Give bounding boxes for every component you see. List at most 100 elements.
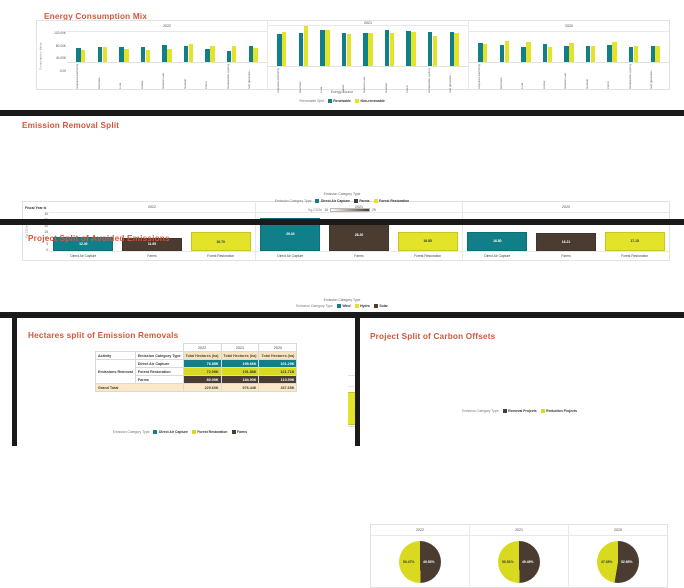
energy-bar[interactable] — [504, 41, 509, 62]
energy-bar[interactable] — [612, 41, 617, 62]
removal-bar[interactable]: 16.80 — [467, 231, 528, 251]
energy-bar[interactable] — [231, 45, 237, 62]
energy-bar[interactable] — [585, 45, 591, 62]
table-row[interactable]: Emissions Removal Direct Air Capture 76.85… — [95, 359, 298, 384]
energy-bar[interactable] — [590, 45, 596, 62]
energy-bar-group[interactable] — [298, 26, 308, 66]
pie-chart-2021[interactable]: 49.49% 50.51% — [498, 540, 540, 583]
removal-bar[interactable]: 11.65 — [121, 237, 182, 251]
energy-bar-group[interactable] — [277, 26, 287, 66]
energy-bar[interactable] — [432, 36, 438, 66]
removal-bar[interactable]: 12.40 — [53, 236, 114, 251]
hectares-table[interactable]: 2022 2021 2020 Activity Emission Categor… — [95, 343, 298, 392]
energy-bar[interactable] — [454, 32, 459, 66]
energy-bar[interactable] — [253, 48, 258, 62]
legend-item-solar[interactable]: Solar — [373, 304, 388, 308]
legend-item-removal-projects[interactable]: Removal Projects — [502, 409, 537, 413]
energy-bar-group[interactable] — [499, 32, 509, 62]
energy-bar-group[interactable] — [585, 32, 596, 62]
energy-bar[interactable] — [564, 46, 569, 62]
energy-bar[interactable] — [298, 33, 304, 66]
energy-bar-group[interactable] — [363, 26, 373, 66]
energy-bar[interactable] — [226, 50, 232, 62]
energy-bar[interactable] — [102, 46, 107, 62]
energy-bar-group[interactable] — [226, 32, 237, 62]
energy-bar[interactable] — [389, 32, 395, 66]
energy-bar[interactable] — [124, 49, 129, 62]
energy-bar[interactable] — [449, 31, 454, 66]
energy-bar[interactable] — [499, 44, 505, 62]
energy-bar[interactable] — [411, 31, 416, 66]
energy-bar-group[interactable] — [607, 32, 617, 62]
energy-bar[interactable] — [341, 32, 347, 66]
energy-bar[interactable] — [478, 42, 483, 62]
legend-item-hectares-farms[interactable]: Farms — [231, 430, 247, 434]
energy-bar[interactable] — [368, 33, 373, 66]
energy-bar-group[interactable] — [248, 32, 258, 62]
energy-bar-group[interactable] — [97, 32, 107, 62]
removal-bar[interactable]: 17.15 — [604, 231, 665, 251]
legend-item-forest-restoration[interactable]: Forest Restoration — [373, 199, 409, 203]
energy-bar-group[interactable] — [140, 32, 151, 62]
removal-bar[interactable]: 16.85 — [397, 231, 458, 251]
energy-bar[interactable] — [346, 34, 352, 66]
energy-bar[interactable] — [248, 45, 253, 62]
energy-bar[interactable] — [205, 48, 210, 62]
removal-bar[interactable]: 16.70 — [190, 232, 251, 251]
avoided-legend[interactable]: Emission Category Type Wind Hydro Solar — [0, 304, 684, 308]
hectares-table-wrap[interactable]: 2022 2021 2020 Activity Emission Categor… — [95, 343, 298, 392]
energy-bar-group[interactable] — [449, 26, 459, 66]
energy-bar[interactable] — [607, 45, 612, 62]
energy-bar[interactable] — [162, 44, 167, 62]
energy-bar[interactable] — [119, 46, 124, 62]
energy-bar-group[interactable] — [341, 26, 352, 66]
energy-bar[interactable] — [277, 34, 282, 66]
energy-bar[interactable] — [97, 47, 103, 62]
energy-bar-group[interactable] — [406, 26, 416, 66]
energy-bar-group[interactable] — [162, 32, 172, 62]
removal-legend[interactable]: Emission Category Type Direct Air Captur… — [0, 199, 684, 203]
energy-bar-group[interactable] — [628, 32, 639, 62]
legend-item-farms[interactable]: Farms — [353, 199, 370, 203]
pie-chart-2022[interactable]: 49.53% 50.47% — [399, 540, 441, 583]
energy-bar[interactable] — [521, 46, 526, 62]
energy-bar-group[interactable] — [119, 32, 129, 62]
energy-bar-group[interactable] — [320, 26, 330, 66]
legend-item-hectares-forest[interactable]: Forest Restoration — [191, 430, 228, 434]
carbon-offsets-chart[interactable]: 2022 49.53% 50.47% 2021 49.49% 50.51% 2020 52.6… — [370, 524, 668, 588]
energy-bar[interactable] — [427, 32, 433, 66]
energy-bar[interactable] — [384, 29, 390, 66]
hectares-legend[interactable]: Emission Category Type Direct Air Captur… — [12, 430, 348, 434]
energy-bar-group[interactable] — [521, 32, 531, 62]
energy-bar[interactable] — [183, 46, 189, 62]
energy-bar[interactable] — [406, 30, 411, 66]
energy-bar-group[interactable] — [384, 26, 395, 66]
energy-bar-group[interactable] — [427, 26, 438, 66]
energy-bar[interactable] — [650, 46, 655, 62]
energy-bar[interactable] — [140, 46, 146, 62]
legend-item-renewable[interactable]: Renewable — [327, 99, 351, 103]
energy-bar[interactable] — [633, 45, 639, 62]
energy-bar[interactable] — [282, 31, 287, 66]
legend-item-wind[interactable]: Wind — [336, 304, 351, 308]
energy-bar[interactable] — [526, 41, 531, 62]
energy-bar[interactable] — [325, 29, 330, 66]
energy-bar-group[interactable] — [205, 32, 215, 62]
legend-item-hectares-dac[interactable]: Direct Air Capture — [153, 430, 188, 434]
energy-bar[interactable] — [188, 44, 194, 62]
energy-bar[interactable] — [547, 46, 553, 62]
energy-bar[interactable] — [655, 45, 660, 62]
energy-bar-group[interactable] — [183, 32, 194, 62]
energy-bar-group[interactable] — [478, 32, 488, 62]
energy-bar[interactable] — [145, 49, 151, 62]
energy-bar[interactable] — [303, 26, 308, 66]
legend-item-direct-air-capture[interactable]: Direct Air Capture — [315, 199, 350, 203]
removal-color-scale[interactable]: Kg CO2e 16 29 — [0, 208, 684, 212]
energy-bar[interactable] — [320, 30, 325, 66]
energy-bar-group[interactable] — [650, 32, 660, 62]
energy-bar[interactable] — [483, 43, 488, 62]
energy-bar[interactable] — [363, 32, 368, 66]
removal-bar[interactable]: 16.21 — [535, 232, 596, 251]
legend-item-hydro[interactable]: Hydro — [354, 304, 370, 308]
energy-bar-group[interactable] — [76, 32, 86, 62]
